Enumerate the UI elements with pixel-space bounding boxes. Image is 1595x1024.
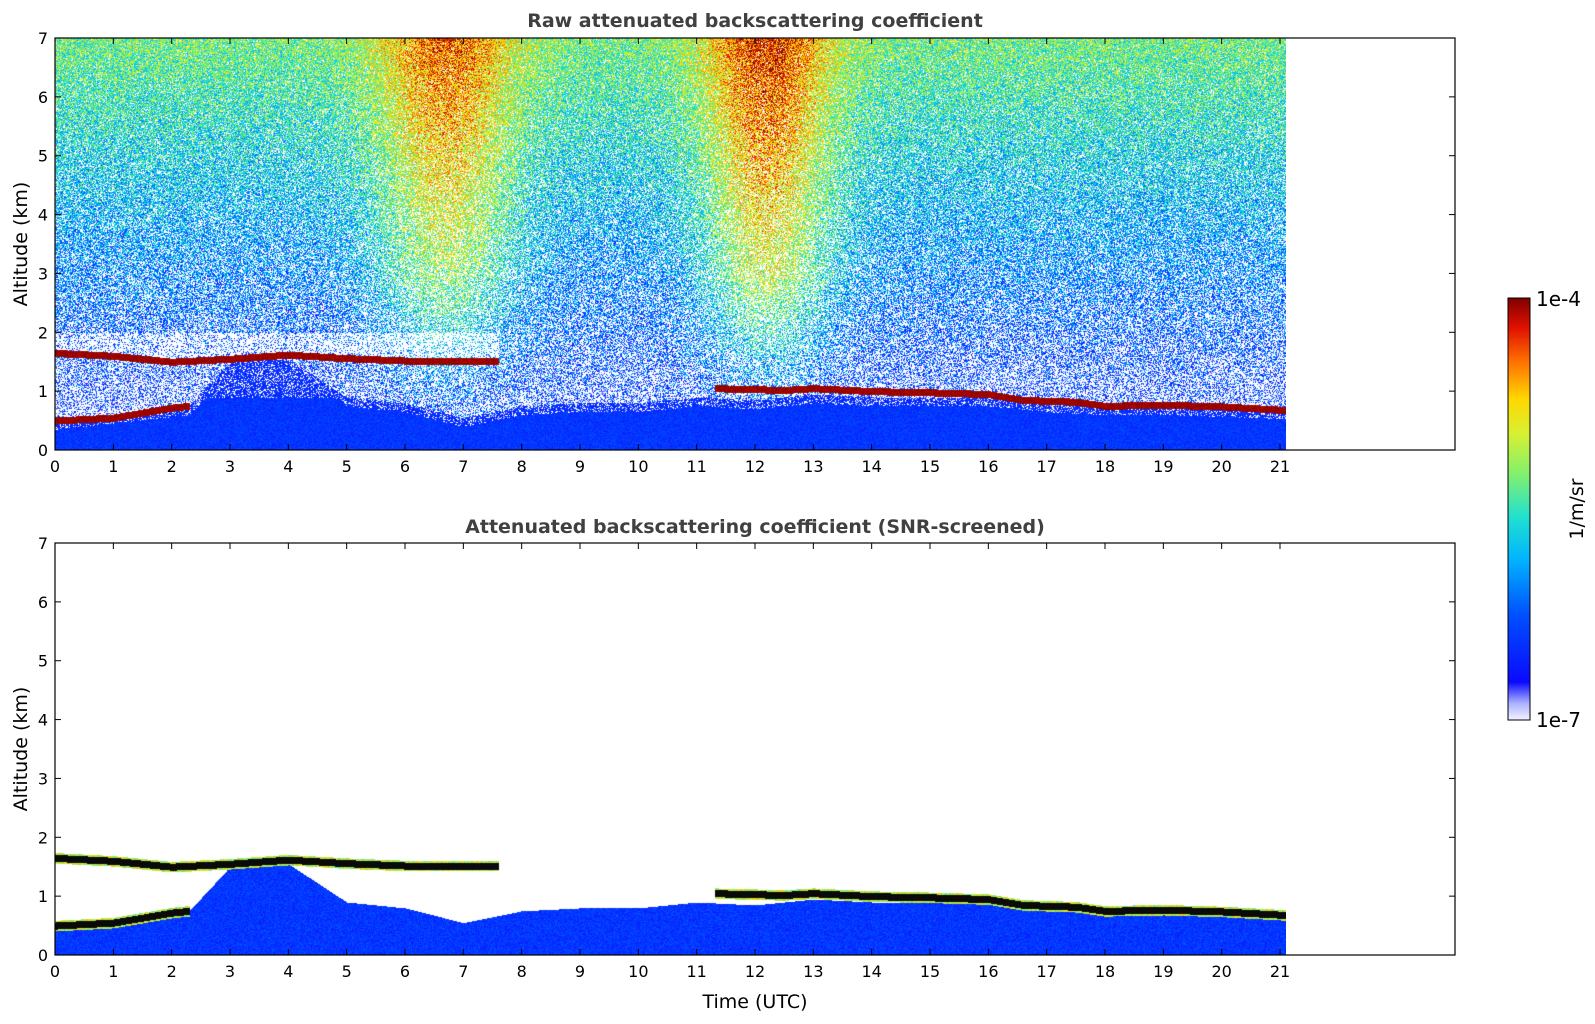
screened-y-tick-label: 6 [38, 593, 48, 612]
raw-x-tick-label: 10 [628, 457, 648, 476]
raw-x-tick-label: 11 [686, 457, 706, 476]
screened-x-tick-label: 9 [575, 962, 585, 981]
screened-panel-title: Attenuated backscattering coefficient (S… [465, 516, 1045, 538]
raw-x-tick-label: 13 [803, 457, 823, 476]
raw-y-tick-label: 0 [38, 441, 48, 460]
raw-y-tick-label: 4 [38, 206, 48, 225]
raw-y-ticks: 0 1 2 3 4 5 6 7 [38, 29, 1455, 460]
raw-y-tick-label: 1 [38, 382, 48, 401]
raw-x-tick-label: 19 [1153, 457, 1173, 476]
screened-x-tick-label: 1 [108, 962, 118, 981]
screened-x-tick-label: 17 [1036, 962, 1056, 981]
screened-y-tick-label: 2 [38, 828, 48, 847]
raw-x-tick-label: 3 [225, 457, 235, 476]
raw-x-tick-label: 1 [108, 457, 118, 476]
raw-x-tick-label: 21 [1270, 457, 1290, 476]
screened-x-tick-label: 7 [458, 962, 468, 981]
screened-y-tick-label: 3 [38, 769, 48, 788]
raw-x-tick-label: 12 [745, 457, 765, 476]
raw-x-tick-label: 8 [517, 457, 527, 476]
raw-x-tick-label: 18 [1095, 457, 1115, 476]
x-axis-label: Time (UTC) [701, 991, 807, 1013]
raw-y-tick-label: 2 [38, 323, 48, 342]
screened-y-tick-label: 0 [38, 946, 48, 965]
screened-y-axis-label: Altitude (km) [10, 687, 32, 812]
raw-x-tick-label: 15 [920, 457, 940, 476]
screened-x-ticks: 0 1 2 3 4 5 6 7 8 9 10 11 12 13 14 15 16 17 18 19 20 21 [50, 543, 1290, 981]
raw-y-tick-label: 3 [38, 264, 48, 283]
screened-x-tick-label: 10 [628, 962, 648, 981]
screened-x-tick-label: 5 [342, 962, 352, 981]
screened-x-tick-label: 8 [517, 962, 527, 981]
raw-x-tick-label: 7 [458, 457, 468, 476]
raw-x-tick-label: 14 [861, 457, 881, 476]
screened-x-tick-label: 18 [1095, 962, 1115, 981]
raw-x-tick-label: 5 [342, 457, 352, 476]
raw-panel: Raw attenuated backscattering coefficien… [10, 10, 1456, 476]
colorbar-min-label: 1e-7 [1536, 708, 1581, 732]
raw-x-tick-label: 17 [1036, 457, 1056, 476]
screened-x-tick-label: 6 [400, 962, 410, 981]
raw-x-tick-label: 0 [50, 457, 60, 476]
raw-heatmap-image [55, 38, 1286, 450]
screened-x-tick-label: 11 [686, 962, 706, 981]
screened-y-ticks: 0 1 2 3 4 5 6 7 [38, 534, 1455, 965]
screened-x-tick-label: 13 [803, 962, 823, 981]
screened-x-tick-label: 2 [167, 962, 177, 981]
raw-y-tick-label: 6 [38, 88, 48, 107]
raw-y-axis-label: Altitude (km) [10, 182, 32, 307]
raw-x-tick-label: 9 [575, 457, 585, 476]
screened-y-tick-label: 7 [38, 534, 48, 553]
screened-x-tick-label: 21 [1270, 962, 1290, 981]
screened-heatmap-bitmap [55, 543, 1286, 955]
colorbar-gradient [1507, 297, 1531, 721]
screened-y-tick-label: 5 [38, 652, 48, 671]
raw-x-tick-label: 2 [167, 457, 177, 476]
raw-x-ticks: 0 1 2 3 4 5 6 7 8 9 10 11 12 13 14 15 16 17 18 19 20 21 [50, 38, 1290, 476]
screened-x-tick-label: 0 [50, 962, 60, 981]
raw-heatmap-bitmap [55, 38, 1286, 450]
raw-x-tick-label: 4 [283, 457, 293, 476]
screened-y-tick-label: 1 [38, 887, 48, 906]
raw-x-tick-label: 20 [1211, 457, 1231, 476]
colorbar-unit-label: 1/m/sr [1566, 478, 1588, 539]
screened-x-tick-label: 15 [920, 962, 940, 981]
screened-x-tick-label: 4 [283, 962, 293, 981]
screened-x-tick-label: 19 [1153, 962, 1173, 981]
screened-x-tick-label: 14 [861, 962, 881, 981]
screened-x-tick-label: 16 [978, 962, 998, 981]
screened-panel: Attenuated backscattering coefficient (S… [10, 516, 1456, 1013]
screened-heatmap-image [55, 543, 1286, 955]
screened-x-tick-label: 3 [225, 962, 235, 981]
colorbar: 1e-4 1e-7 1/m/sr [1507, 287, 1588, 732]
screened-x-tick-label: 12 [745, 962, 765, 981]
colorbar-max-label: 1e-4 [1536, 287, 1581, 311]
raw-panel-title: Raw attenuated backscattering coefficien… [527, 10, 983, 32]
raw-x-tick-label: 16 [978, 457, 998, 476]
raw-y-tick-label: 5 [38, 147, 48, 166]
screened-x-tick-label: 20 [1211, 962, 1231, 981]
raw-x-tick-label: 6 [400, 457, 410, 476]
raw-y-tick-label: 7 [38, 29, 48, 48]
screened-y-tick-label: 4 [38, 711, 48, 730]
